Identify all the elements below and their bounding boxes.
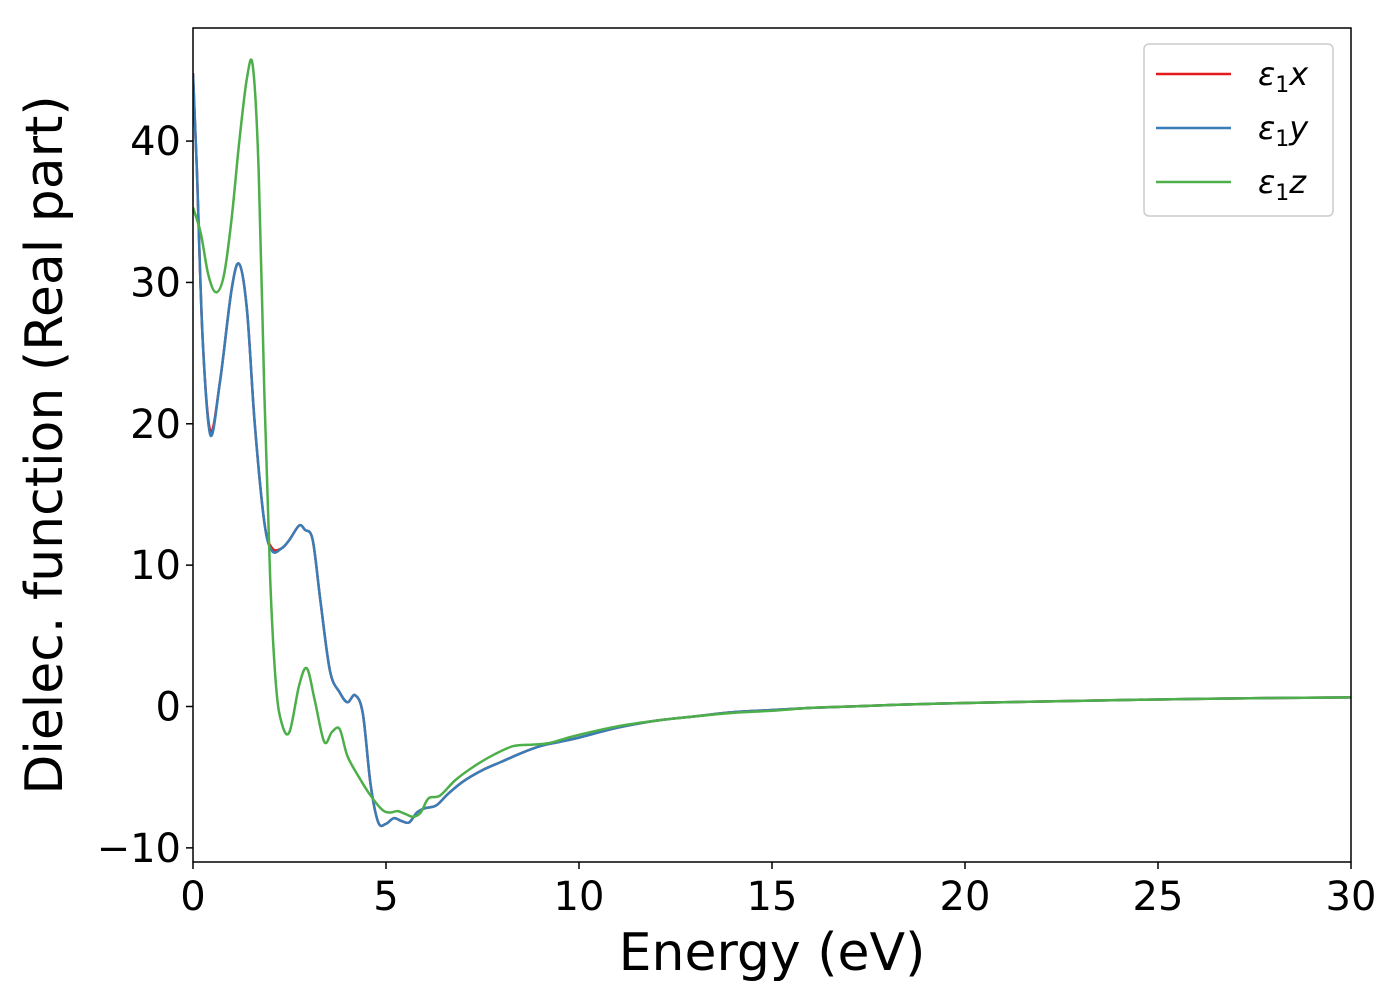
y-tick-label: 20	[130, 402, 181, 448]
x-tick-label: 10	[554, 874, 605, 920]
legend: ε1x ε1y ε1z	[1143, 43, 1334, 217]
x-tick-label: 0	[180, 874, 205, 920]
y-axis: −10 0 10 20 30 40	[97, 119, 193, 872]
x-tick-label: 5	[373, 874, 398, 920]
legend-box	[1143, 43, 1334, 217]
x-tick-label: 25	[1133, 874, 1184, 920]
y-tick-label: 0	[156, 685, 181, 731]
legend-label: ε1x	[1258, 55, 1309, 98]
y-tick-label: 30	[130, 260, 181, 306]
legend-label: ε1z	[1258, 163, 1307, 206]
x-tick-label: 15	[747, 874, 798, 920]
x-tick-label: 30	[1326, 874, 1377, 920]
y-tick-label: 40	[130, 119, 181, 165]
y-tick-label: 10	[130, 543, 181, 589]
x-axis-label: Energy (eV)	[619, 923, 926, 983]
x-tick-label: 20	[940, 874, 991, 920]
plot-area	[193, 58, 1351, 828]
series-line-z	[193, 58, 1351, 819]
plot-frame	[192, 27, 1352, 863]
y-axis-label: Dielec. function (Real part)	[15, 95, 75, 794]
x-axis: 0 5 10 15 20 25 30	[180, 862, 1376, 920]
legend-label: ε1y	[1258, 109, 1309, 152]
y-tick-label: −10	[97, 826, 181, 872]
